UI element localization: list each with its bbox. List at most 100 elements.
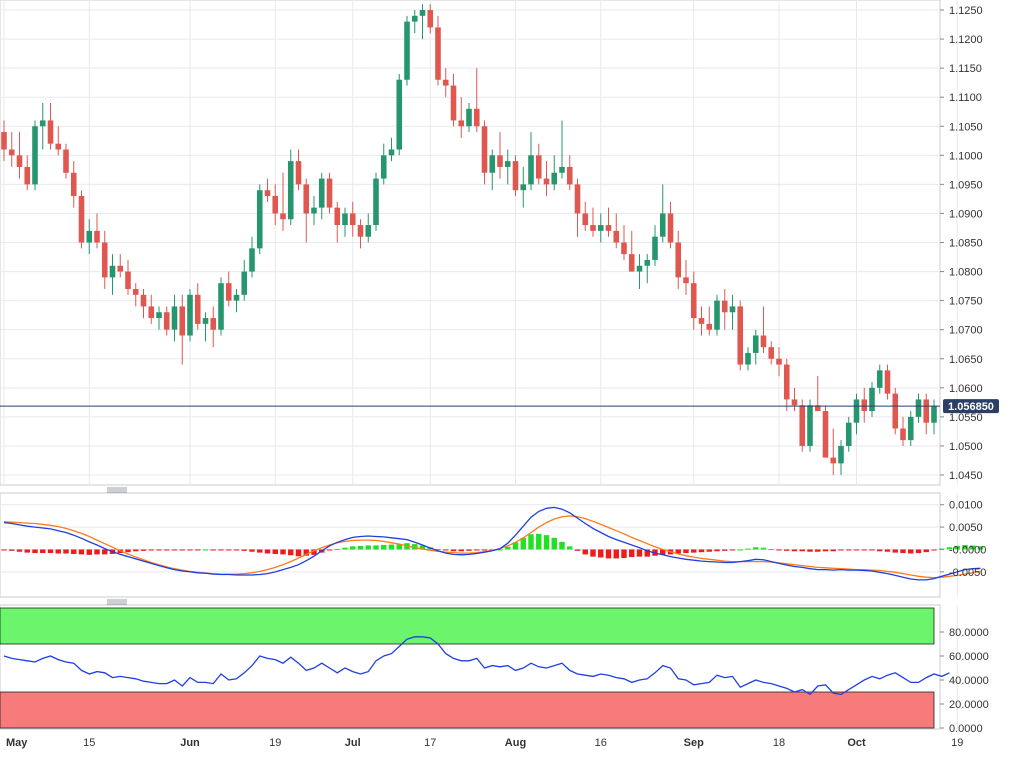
candle-body (853, 399, 860, 423)
macd-histogram-bar (691, 549, 697, 553)
macd-histogram-bar (443, 549, 449, 551)
candle-body (605, 225, 612, 231)
macd-histogram-bar (683, 549, 689, 554)
macd-histogram-bar (474, 549, 480, 551)
macd-histogram-bar (807, 549, 813, 552)
price-tick-label: 1.1100 (949, 92, 982, 104)
date-label: Oct (847, 737, 866, 749)
macd-histogram-bar (815, 549, 821, 552)
candle (931, 399, 937, 435)
rsi-tick-label: 0.0000 (949, 723, 983, 735)
macd-histogram-bar (543, 535, 550, 550)
candle (163, 306, 170, 336)
candle-body (156, 312, 162, 319)
price-tick-label: 1.0850 (949, 238, 983, 250)
candle-body (132, 289, 139, 295)
oversold-zone (0, 691, 935, 729)
candle (303, 178, 310, 243)
candle (884, 364, 891, 400)
candle-body (636, 265, 643, 272)
candle-body (326, 178, 333, 208)
resize-handle-2[interactable] (107, 599, 127, 605)
candle-body (915, 399, 922, 417)
macd-histogram-bar (644, 549, 650, 557)
candle (287, 149, 294, 226)
macd-histogram-bar (102, 549, 108, 555)
current-price-label: 1.056850 (948, 401, 994, 413)
candle (566, 155, 573, 191)
candle-body (380, 155, 387, 179)
price-panel[interactable]: 1.1250 1.1200 1.1150 1.1100 1.1050 1.1000 1.09… (0, 0, 999, 729)
price-tick-label: 1.0700 (949, 325, 983, 337)
candle (78, 190, 85, 249)
candle (156, 306, 162, 330)
macd-histogram-bar (450, 549, 457, 552)
candle (125, 259, 131, 295)
macd-histogram-bar (760, 547, 767, 550)
candle-body (590, 225, 596, 231)
candle (86, 219, 93, 255)
candle (1, 120, 7, 162)
candle-body (574, 184, 581, 214)
candle-body (342, 213, 348, 226)
candle-body (171, 306, 178, 330)
candle (714, 294, 720, 336)
macd-histogram-bar (1, 549, 7, 551)
candle-body (295, 161, 302, 185)
candle-body (675, 242, 682, 278)
price-tick-label: 1.0900 (949, 208, 983, 220)
candle (923, 393, 930, 435)
candle (442, 68, 449, 98)
macd-histogram-bar (520, 537, 526, 550)
candle (280, 172, 286, 231)
macd-histogram-bar (32, 549, 38, 554)
candle-body (799, 405, 806, 446)
candle (675, 230, 682, 289)
candle (272, 184, 279, 226)
candle-body (63, 149, 69, 173)
candle-body (466, 108, 472, 127)
macd-histogram-bar (706, 549, 712, 552)
candle-body (807, 405, 813, 446)
macd-histogram-bar (908, 549, 914, 554)
macd-tick-label: -0.0050 (949, 567, 986, 579)
candle-body (768, 347, 775, 359)
candle-body (272, 196, 279, 214)
macd-histogram-bar (838, 549, 844, 551)
candle-body (659, 213, 666, 237)
candle-body (140, 294, 147, 307)
candle-body (884, 370, 891, 394)
candle-body (225, 283, 232, 301)
macd-histogram-bar (435, 549, 441, 551)
date-label: Aug (505, 737, 526, 749)
rsi-panel[interactable]: 80.0000 60.0000 40.0000 20.0000 0.0000 (0, 604, 989, 735)
candle (698, 306, 705, 336)
candle (760, 306, 767, 353)
macd-tick-label: 0.0100 (949, 500, 983, 512)
macd-histogram-bar (737, 549, 743, 551)
candle-body (776, 358, 782, 365)
candle (225, 271, 232, 307)
macd-histogram-bar (877, 549, 883, 552)
macd-histogram-bar (846, 549, 852, 551)
macd-histogram-bar (884, 549, 891, 552)
macd-histogram-bar (148, 549, 154, 551)
candle-body (745, 352, 751, 365)
candle-body (47, 120, 54, 144)
candle (667, 201, 674, 249)
macd-histogram-bar (249, 549, 255, 552)
candle-body (8, 149, 15, 156)
resize-handle-1[interactable] (107, 487, 127, 493)
macd-tick-label: -0.0000 (949, 544, 986, 556)
macd-axis: 0.0100 0.0050 -0.0000 -0.0050 (940, 500, 986, 579)
candle (132, 283, 139, 307)
macd-histogram-bar (776, 549, 782, 551)
candle-body (551, 172, 558, 185)
macd-line (3, 506, 981, 581)
candle-body (396, 79, 403, 150)
macd-histogram-bar (574, 549, 581, 551)
macd-panel[interactable]: 0.0100 0.0050 -0.0000 -0.0050 (0, 492, 986, 598)
price-tick-label: 1.1000 (949, 150, 983, 162)
date-label: May (6, 737, 28, 749)
